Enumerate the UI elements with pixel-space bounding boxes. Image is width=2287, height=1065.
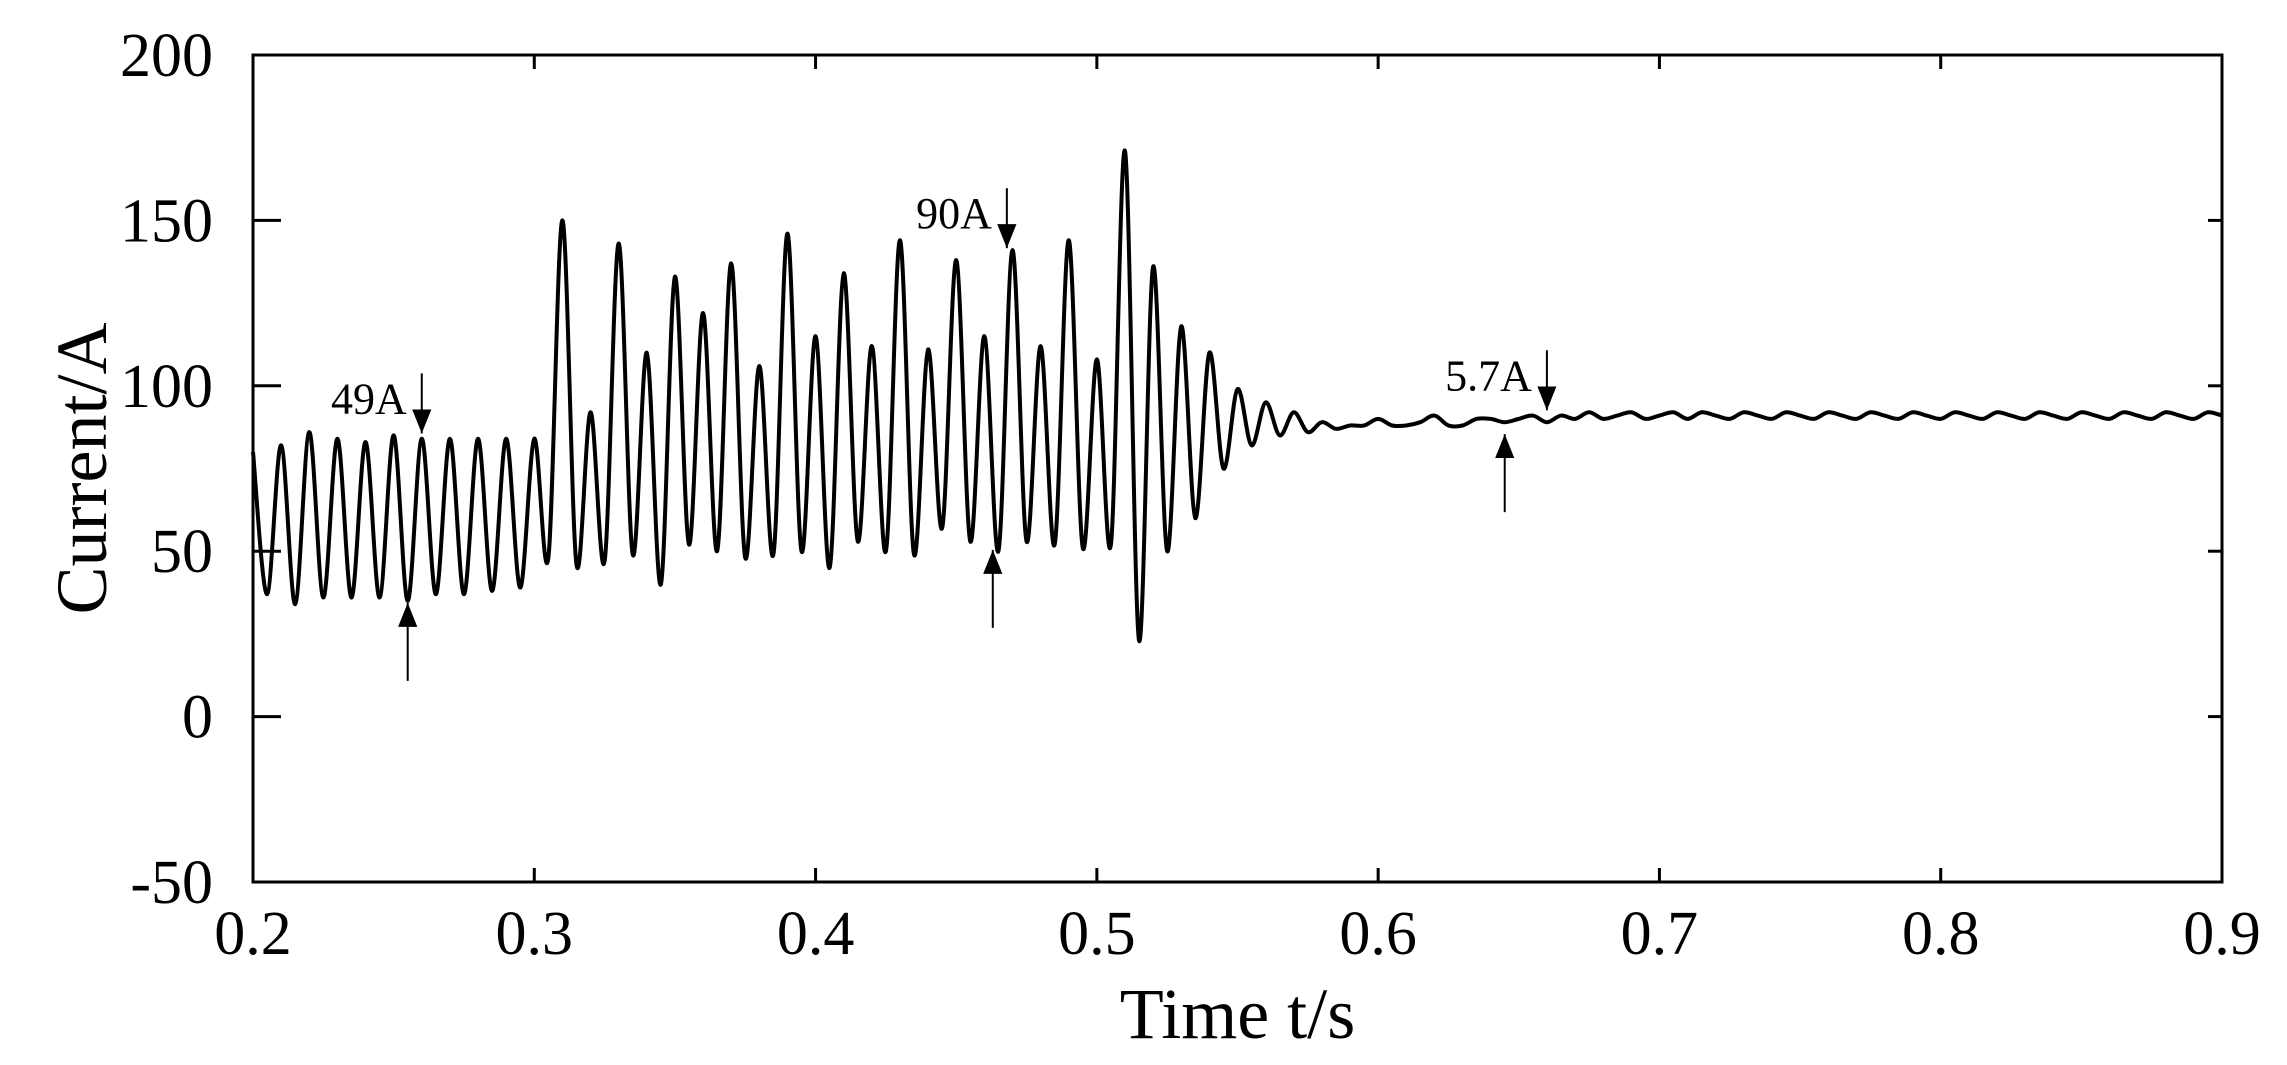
x-tick-label: 0.3 — [496, 900, 574, 968]
x-axis-title: Time t/s — [1120, 974, 1355, 1054]
x-axis: 0.2 0.3 0.4 0.5 0.6 0.7 0.8 0.9 — [214, 55, 2261, 968]
x-tick-label: 0.5 — [1058, 900, 1136, 968]
y-tick-label: -50 — [130, 849, 213, 917]
annotation-label: 90A — [916, 189, 992, 238]
plot-frame — [251, 53, 2224, 884]
x-tick-label: 0.7 — [1621, 900, 1699, 968]
annotations: 49A 90A 5.7A — [331, 188, 1557, 681]
y-tick-label: 0 — [182, 684, 213, 752]
series-line-0 — [251, 148, 2223, 643]
y-axis-title: Current/A — [42, 323, 122, 615]
y-axis: -50 0 50 100 150 200 — [120, 22, 2222, 917]
y-tick-label: 200 — [120, 22, 213, 90]
x-tick-label: 0.4 — [777, 900, 855, 968]
annotation-label: 49A — [331, 374, 407, 423]
y-tick-label: 150 — [120, 187, 213, 255]
x-tick-label: 0.2 — [214, 900, 292, 968]
plot-frame-rect — [251, 53, 2224, 884]
y-tick-label: 100 — [120, 353, 213, 421]
y-tick-label: 50 — [151, 518, 213, 586]
series-group — [251, 148, 2223, 643]
annotation-label: 5.7A — [1445, 351, 1532, 400]
x-tick-label: 0.6 — [1339, 900, 1417, 968]
x-tick-label: 0.9 — [2183, 900, 2261, 968]
x-tick-label: 0.8 — [1902, 900, 1980, 968]
